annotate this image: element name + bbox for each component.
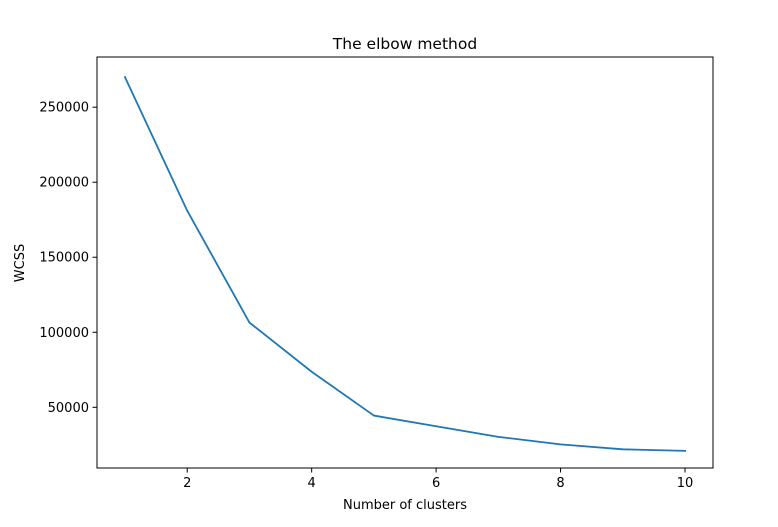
data-point (435, 425, 438, 428)
x-tick-label: 8 (556, 476, 564, 491)
y-tick-label: 100000 (39, 326, 89, 341)
y-tick-label: 50000 (48, 401, 89, 416)
data-point (684, 449, 686, 452)
y-tick-label: 250000 (39, 101, 89, 116)
data-point (559, 443, 562, 446)
data-point (310, 370, 313, 373)
series-line (123, 75, 686, 452)
plot-frame (96, 56, 714, 469)
chart-title: The elbow method (332, 35, 477, 53)
x-tick-label: 4 (308, 476, 316, 491)
series-layer (123, 75, 686, 452)
x-axis-label: Number of clusters (343, 498, 467, 513)
y-tick-label: 200000 (39, 176, 89, 191)
y-tick-label: 150000 (39, 251, 89, 266)
x-tick-label: 10 (677, 476, 694, 491)
data-point (621, 448, 624, 451)
x-tick-label: 6 (432, 476, 440, 491)
x-tick-label: 2 (183, 476, 191, 491)
y-axis-label: WCSS (13, 244, 28, 282)
y-axis-ticks: 50000 100000 150000 200000 250000 (39, 101, 97, 416)
data-point (497, 435, 500, 438)
data-point (124, 76, 126, 79)
x-axis-ticks: 2 4 6 8 10 (183, 468, 693, 491)
data-point (248, 321, 251, 324)
data-point (186, 209, 189, 212)
data-point (372, 414, 375, 417)
